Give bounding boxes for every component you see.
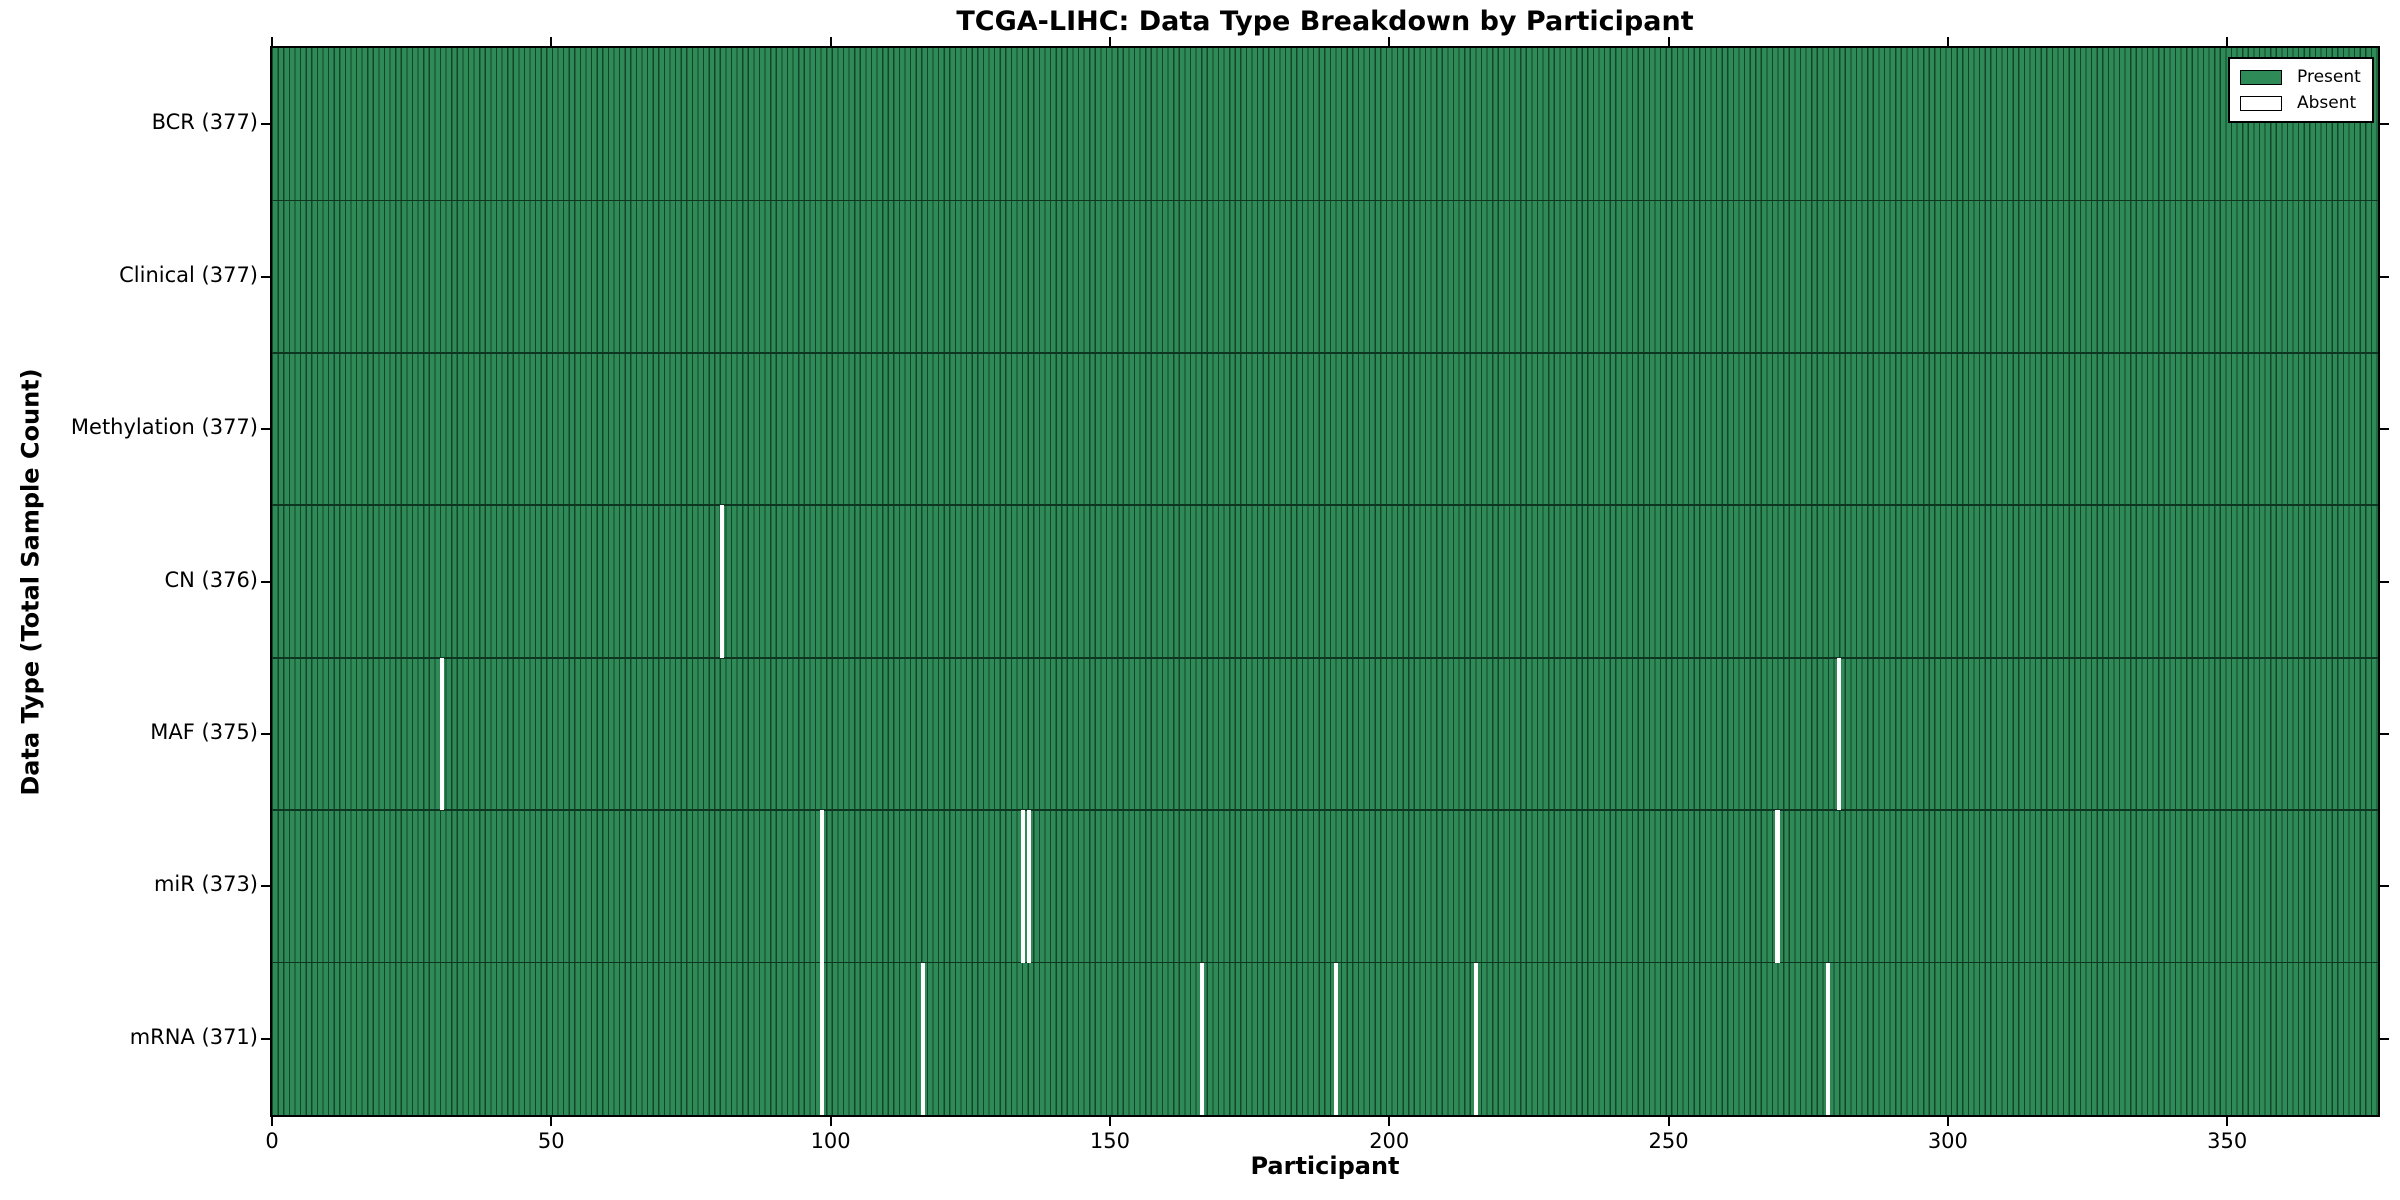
y-tick-cn xyxy=(261,580,270,583)
y-tick-label-mrna: mRNA (371) xyxy=(129,1024,258,1049)
x-tick-300 xyxy=(1946,1117,1949,1126)
absent-bar-mrna-215 xyxy=(1473,962,1478,1115)
x-tick-top-200 xyxy=(1388,37,1391,46)
absent-bar-mir-98 xyxy=(820,810,825,963)
plot-area xyxy=(270,46,2380,1117)
x-tick-top-350 xyxy=(2226,37,2229,46)
x-tick-label-350: 350 xyxy=(2207,1129,2248,1153)
x-tick-label-100: 100 xyxy=(810,1129,851,1153)
x-axis-title: Participant xyxy=(1250,1152,1400,1180)
y-tick-right-cn xyxy=(2380,580,2389,583)
y-tick-right-methylation xyxy=(2380,428,2389,431)
y-tick-label-mir: miR (373) xyxy=(153,872,258,897)
y-tick-right-bcr xyxy=(2380,123,2389,126)
x-tick-350 xyxy=(2226,1117,2229,1126)
y-tick-clinical xyxy=(261,275,270,278)
y-tick-mir xyxy=(261,885,270,888)
legend-swatch-present-icon xyxy=(2240,69,2282,85)
y-tick-right-mir xyxy=(2380,885,2389,888)
row-maf xyxy=(272,657,2378,811)
absent-bar-mrna-190 xyxy=(1334,962,1339,1115)
y-tick-bcr xyxy=(261,123,270,126)
y-tick-methylation xyxy=(261,428,270,431)
x-tick-top-300 xyxy=(1946,37,1949,46)
legend-swatch-absent-icon xyxy=(2240,95,2282,111)
row-separator xyxy=(272,809,2378,811)
row-methylation xyxy=(272,352,2378,506)
x-tick-label-150: 150 xyxy=(1089,1129,1130,1153)
y-tick-label-maf: MAF (375) xyxy=(150,719,258,744)
x-tick-100 xyxy=(829,1117,832,1126)
legend-entry-present: Present xyxy=(2240,67,2362,87)
row-mrna xyxy=(272,962,2378,1115)
chart-title: TCGA-LIHC: Data Type Breakdown by Partic… xyxy=(956,6,1694,37)
absent-bar-mrna-116 xyxy=(920,962,925,1115)
absent-bar-mir-135 xyxy=(1026,810,1031,963)
row-cn xyxy=(272,505,2378,658)
x-tick-label-250: 250 xyxy=(1648,1129,1689,1153)
y-tick-right-maf xyxy=(2380,732,2389,735)
row-separator xyxy=(272,656,2378,659)
x-tick-150 xyxy=(1108,1117,1111,1126)
y-tick-label-bcr: BCR (377) xyxy=(151,110,258,135)
row-separator xyxy=(272,961,2378,964)
absent-bar-mrna-166 xyxy=(1200,962,1205,1115)
x-tick-top-50 xyxy=(550,37,553,46)
y-tick-label-methylation: Methylation (377) xyxy=(70,415,258,440)
legend-label-present: Present xyxy=(2297,67,2361,87)
legend-entry-absent: Absent xyxy=(2240,93,2362,113)
y-tick-mrna xyxy=(261,1037,270,1040)
row-mir xyxy=(272,810,2378,963)
x-tick-250 xyxy=(1667,1117,1670,1126)
y-tick-label-clinical: Clinical (377) xyxy=(119,262,258,287)
x-tick-top-250 xyxy=(1667,37,1670,46)
x-tick-top-150 xyxy=(1108,37,1111,46)
x-tick-50 xyxy=(550,1117,553,1126)
legend-label-absent: Absent xyxy=(2297,93,2357,113)
absent-bar-mrna-278 xyxy=(1825,962,1830,1115)
row-bcr xyxy=(272,48,2378,201)
y-tick-maf xyxy=(261,732,270,735)
absent-bar-cn-80 xyxy=(719,505,724,658)
x-tick-top-0 xyxy=(271,37,273,46)
absent-bar-maf-30 xyxy=(440,657,445,811)
x-tick-label-200: 200 xyxy=(1369,1129,1410,1153)
absent-bar-maf-280 xyxy=(1836,657,1841,811)
x-tick-200 xyxy=(1388,1117,1391,1126)
x-tick-label-300: 300 xyxy=(1927,1129,1968,1153)
y-tick-right-clinical xyxy=(2380,275,2389,278)
row-clinical xyxy=(272,200,2378,353)
y-tick-right-mrna xyxy=(2380,1037,2389,1040)
absent-bar-mir-269 xyxy=(1775,810,1780,963)
y-tick-label-cn: CN (376) xyxy=(164,567,258,592)
absent-bar-mrna-98 xyxy=(820,962,825,1115)
x-tick-top-100 xyxy=(829,37,832,46)
legend: Present Absent xyxy=(2228,57,2374,123)
x-tick-label-0: 0 xyxy=(265,1129,279,1153)
row-separator xyxy=(272,504,2378,507)
absent-bar-mir-134 xyxy=(1021,810,1026,963)
row-separator xyxy=(272,199,2378,202)
x-tick-0 xyxy=(271,1117,273,1126)
row-separator xyxy=(272,352,2378,354)
x-tick-label-50: 50 xyxy=(537,1129,565,1153)
